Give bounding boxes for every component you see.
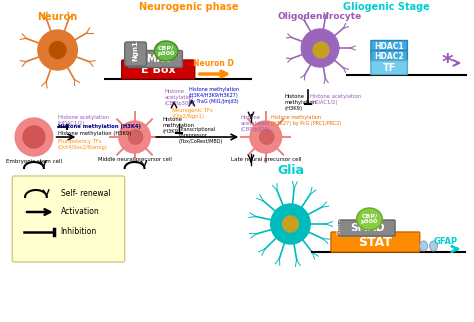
FancyBboxPatch shape [122,60,195,79]
Text: Transcriptional
corepressor
(Tbx/CoRest/MBD): Transcriptional corepressor (Tbx/CoRest/… [179,127,223,144]
Text: STAT: STAT [358,235,392,249]
Text: CBP/
p300: CBP/ p300 [157,46,175,56]
Text: Histone methylation (H3K9): Histone methylation (H3K9) [58,131,131,136]
Circle shape [128,130,143,144]
Text: STAT3: STAT3 [337,217,342,234]
Circle shape [119,121,150,153]
Circle shape [38,30,77,70]
Ellipse shape [356,208,382,230]
Text: Histone
acetylation
(CBP/p300): Histone acetylation (CBP/p300) [164,89,194,106]
Text: Histone
methylation
(H3K9): Histone methylation (H3K9) [284,94,317,110]
Text: *: * [442,53,453,73]
Circle shape [49,42,66,58]
Text: Neurogenic TFs
(Dlx2/Ngn1): Neurogenic TFs (Dlx2/Ngn1) [172,108,213,119]
Text: Embryonic stem cell: Embryonic stem cell [6,159,62,164]
Text: Pluripotency TFs
(Oct4/Sox2/Nanog): Pluripotency TFs (Oct4/Sox2/Nanog) [58,139,108,150]
Text: Inhibition: Inhibition [61,228,97,236]
Text: Histone methylation
(H3K27) by PcG (PRC1/PRC2): Histone methylation (H3K27) by PcG (PRC1… [271,115,341,126]
Text: Glia: Glia [277,164,304,177]
Text: Histone
acetylation
(CBP/p300): Histone acetylation (CBP/p300) [240,115,270,132]
Ellipse shape [420,241,428,251]
Text: TF: TF [383,62,396,72]
Text: SMAD: SMAD [350,223,385,233]
Text: Ngn1: Ngn1 [133,41,138,62]
FancyBboxPatch shape [125,42,146,66]
Text: CBP/
p300: CBP/ p300 [361,213,378,224]
Text: HDAC1: HDAC1 [374,42,404,51]
Text: Histone methylation (H3K4): Histone methylation (H3K4) [58,124,141,129]
FancyBboxPatch shape [371,41,407,52]
Text: Oligodendrocyte: Oligodendrocyte [278,12,362,21]
FancyBboxPatch shape [331,232,420,252]
Text: Histone acetylation
[HDAC1/2]: Histone acetylation [HDAC1/2] [58,115,109,126]
Circle shape [283,216,298,232]
FancyBboxPatch shape [371,61,407,74]
Circle shape [301,29,339,67]
Text: Histone methylation
(H3K4/H3K9/H3K27)
by TraG (Mll1/Jmjd3): Histone methylation (H3K4/H3K9/H3K27) by… [189,87,239,104]
Text: Neurogenic phase: Neurogenic phase [139,2,238,12]
Text: Late neural precursor cell: Late neural precursor cell [230,157,301,162]
Circle shape [313,42,329,58]
Circle shape [260,130,274,144]
Text: Histone acetylation
(HDAC1/2): Histone acetylation (HDAC1/2) [310,94,361,105]
FancyBboxPatch shape [12,176,125,262]
Text: Neuron: Neuron [37,12,78,22]
Circle shape [271,204,310,244]
FancyBboxPatch shape [128,51,182,68]
Text: HDAC2: HDAC2 [374,52,404,61]
Text: Middle neural precursor cell: Middle neural precursor cell [98,157,172,162]
Circle shape [23,126,45,148]
Text: Neuron D: Neuron D [193,59,234,68]
Circle shape [250,121,282,153]
Text: E Box: E Box [141,65,175,75]
Ellipse shape [429,241,438,251]
Text: SMAD: SMAD [140,54,173,64]
FancyBboxPatch shape [339,220,395,236]
Circle shape [15,118,53,156]
Text: Gliogenic Stage: Gliogenic Stage [343,2,429,12]
Text: Self- renewal: Self- renewal [61,188,110,197]
Text: GFAP: GFAP [433,238,457,247]
Text: Histone
methylation
(H3K9): Histone methylation (H3K9) [162,117,194,134]
Ellipse shape [155,41,178,61]
FancyBboxPatch shape [371,51,407,62]
Text: Activation: Activation [61,207,100,216]
